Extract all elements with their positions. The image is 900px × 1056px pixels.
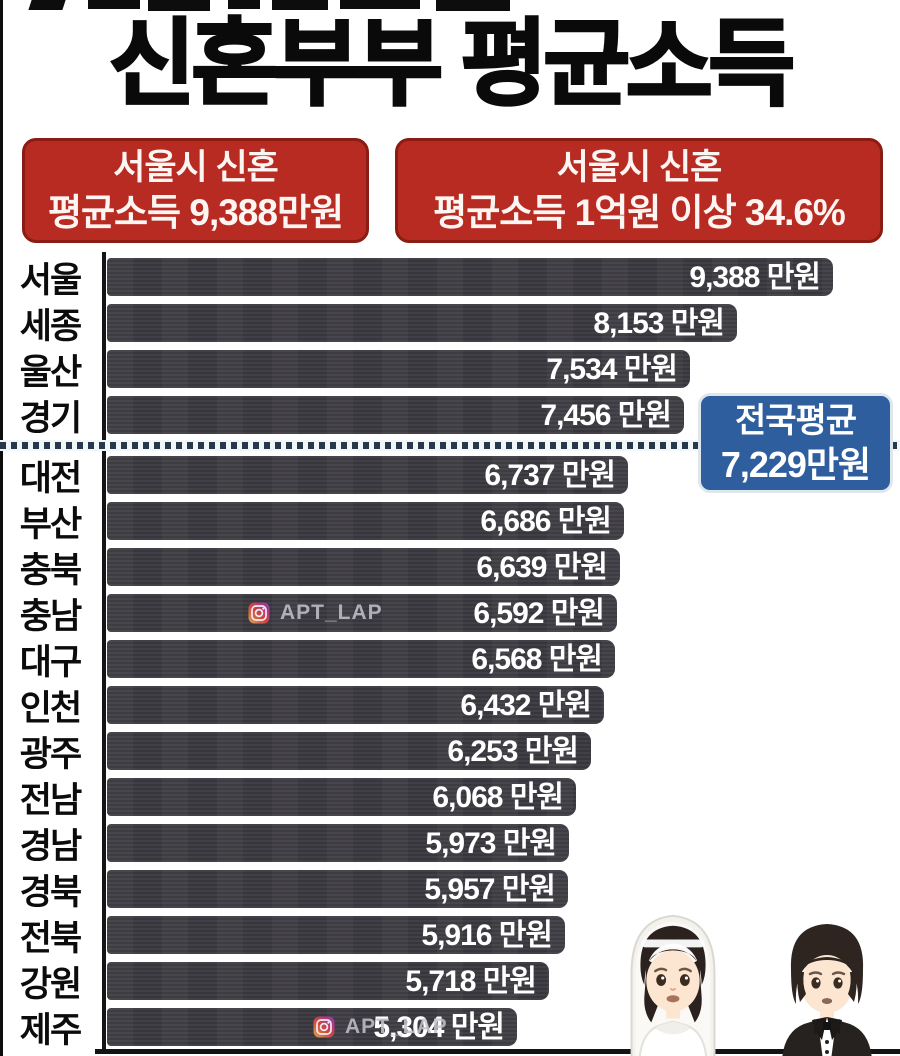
income-bar: 9,388 만원 (107, 258, 833, 296)
badge-line1: 서울시 신혼 (556, 147, 723, 187)
bar-value-label: 6,737 만원 (484, 459, 616, 492)
chart-bottom-line (95, 1049, 900, 1054)
region-label: 광주 (19, 734, 82, 774)
region-label: 충북 (19, 550, 82, 590)
bar-value-label: 6,253 만원 (447, 735, 579, 768)
region-label: 경남 (19, 826, 82, 866)
income-bar: 6,253 만원 (107, 732, 591, 770)
callout-line1: 전국평균 (734, 402, 857, 441)
region-label: 인천 (19, 688, 82, 728)
watermark-label: APT_LAP (345, 1015, 448, 1038)
bar-value-label: 5,957 만원 (424, 873, 556, 906)
bar-value-label: 6,432 만원 (460, 689, 592, 722)
bar-value-label: 7,534 만원 (546, 353, 678, 386)
national-average-dotted-line (0, 440, 900, 451)
instagram-icon (248, 602, 270, 624)
chart-row: 강원 5,718 만원 (0, 962, 900, 1004)
bar-value-label: 5,304 만원 (373, 1011, 505, 1044)
page-title: 신혼부부 평균소득 (108, 11, 797, 116)
income-bar: 6,432 만원 (107, 686, 604, 724)
income-bar: 6,686 만원 (107, 502, 624, 540)
chart-row: 경북 5,957 만원 (0, 870, 900, 912)
region-label: 울산 (19, 352, 82, 392)
bar-value-label: 7,456 만원 (540, 399, 672, 432)
cropped-text-fragment (88, 0, 140, 9)
bar-value-label: 5,916 만원 (421, 919, 553, 952)
income-bar: 5,916 만원 (107, 916, 565, 954)
badge-line2: 평균소득 9,388만원 (47, 192, 344, 234)
income-bar: 8,153 만원 (107, 304, 737, 342)
cropped-text-fragment (436, 0, 510, 11)
cropped-text-fragment (228, 0, 260, 9)
region-label: 세종 (19, 306, 82, 346)
chart-row: 경남 5,973 만원 (0, 824, 900, 866)
income-bar: 7,534 만원 (107, 350, 690, 388)
income-bar: 5,957 만원 (107, 870, 568, 908)
cropped-text-top (0, 0, 900, 13)
chart-row: 서울 9,388 만원 (0, 258, 900, 300)
income-bar: 5,304 만원 APT_LAP (107, 1008, 517, 1046)
chart-row: 전남 6,068 만원 (0, 778, 900, 820)
cropped-text-fragment (340, 0, 420, 9)
region-label: 강원 (19, 964, 82, 1004)
chart-row: 울산 7,534 만원 (0, 350, 900, 392)
seoul-over-100m-badge: 서울시 신혼 평균소득 1억원 이상 34.6% (395, 138, 883, 243)
bar-value-label: 9,388 만원 (689, 261, 821, 294)
income-bar: 6,568 만원 (107, 640, 615, 678)
region-label: 경북 (19, 872, 82, 912)
chart-row: 인천 6,432 만원 (0, 686, 900, 728)
region-label: 경기 (19, 398, 82, 438)
left-edge-artifact (0, 0, 3, 1056)
chart-row: 부산 6,686 만원 (0, 502, 900, 544)
region-label: 대전 (19, 458, 82, 498)
income-bar: 5,973 만원 (107, 824, 569, 862)
bar-value-label: 6,068 만원 (432, 781, 564, 814)
chart-y-axis-line (102, 252, 106, 1054)
chart-row: 전북 5,916 만원 (0, 916, 900, 958)
chart-row: 세종 8,153 만원 (0, 304, 900, 346)
instagram-icon (313, 1016, 335, 1038)
chart-row: 대구 6,568 만원 (0, 640, 900, 682)
bar-value-label: 6,639 만원 (476, 551, 608, 584)
region-label: 전북 (19, 918, 82, 958)
region-label: 전남 (19, 780, 82, 820)
bar-value-label: 8,153 만원 (593, 307, 725, 340)
bar-value-label: 5,973 만원 (425, 827, 557, 860)
income-bar: 6,737 만원 (107, 456, 628, 494)
chart-row: 제주 5,304 만원 APT_LAP (0, 1008, 900, 1050)
seoul-average-income-badge: 서울시 신혼 평균소득 9,388만원 (22, 138, 369, 243)
badge-line1: 서울시 신혼 (113, 147, 279, 187)
chart-row: 경기 7,456 만원 (0, 396, 900, 438)
region-label: 대구 (19, 642, 82, 682)
region-label: 서울 (19, 260, 82, 300)
badge-line2: 평균소득 1억원 이상 34.6% (433, 192, 846, 234)
national-average-callout: 전국평균 7,229만원 (698, 393, 893, 493)
income-bar: 5,718 만원 (107, 962, 549, 1000)
bar-value-label: 6,592 만원 (473, 597, 605, 630)
watermark: APT_LAP (312, 1015, 448, 1039)
region-label: 부산 (19, 504, 82, 544)
chart-row: 광주 6,253 만원 (0, 732, 900, 774)
bar-value-label: 5,718 만원 (405, 965, 537, 998)
income-bar: 6,592 만원 APT_LAP (107, 594, 617, 632)
region-label: 제주 (19, 1010, 82, 1050)
chart-row: 충북 6,639 만원 (0, 548, 900, 590)
chart-row: 대전 6,737 만원 (0, 456, 900, 498)
chart-row: 충남 6,592 만원 APT_LAP (0, 594, 900, 636)
region-label: 충남 (19, 596, 82, 636)
bar-value-label: 6,686 만원 (480, 505, 612, 538)
callout-line2: 7,229만원 (720, 443, 871, 485)
bar-value-label: 6,568 만원 (471, 643, 603, 676)
cropped-text-fragment (148, 0, 210, 11)
cropped-text-fragment (272, 0, 328, 10)
watermark-label: APT_LAP (280, 601, 383, 624)
income-bar: 6,068 만원 (107, 778, 576, 816)
income-bar: 6,639 만원 (107, 548, 620, 586)
bride-emoji (630, 914, 716, 1056)
watermark: APT_LAP (247, 601, 383, 625)
income-bar: 7,456 만원 (107, 396, 684, 434)
groom-emoji (782, 924, 872, 1056)
